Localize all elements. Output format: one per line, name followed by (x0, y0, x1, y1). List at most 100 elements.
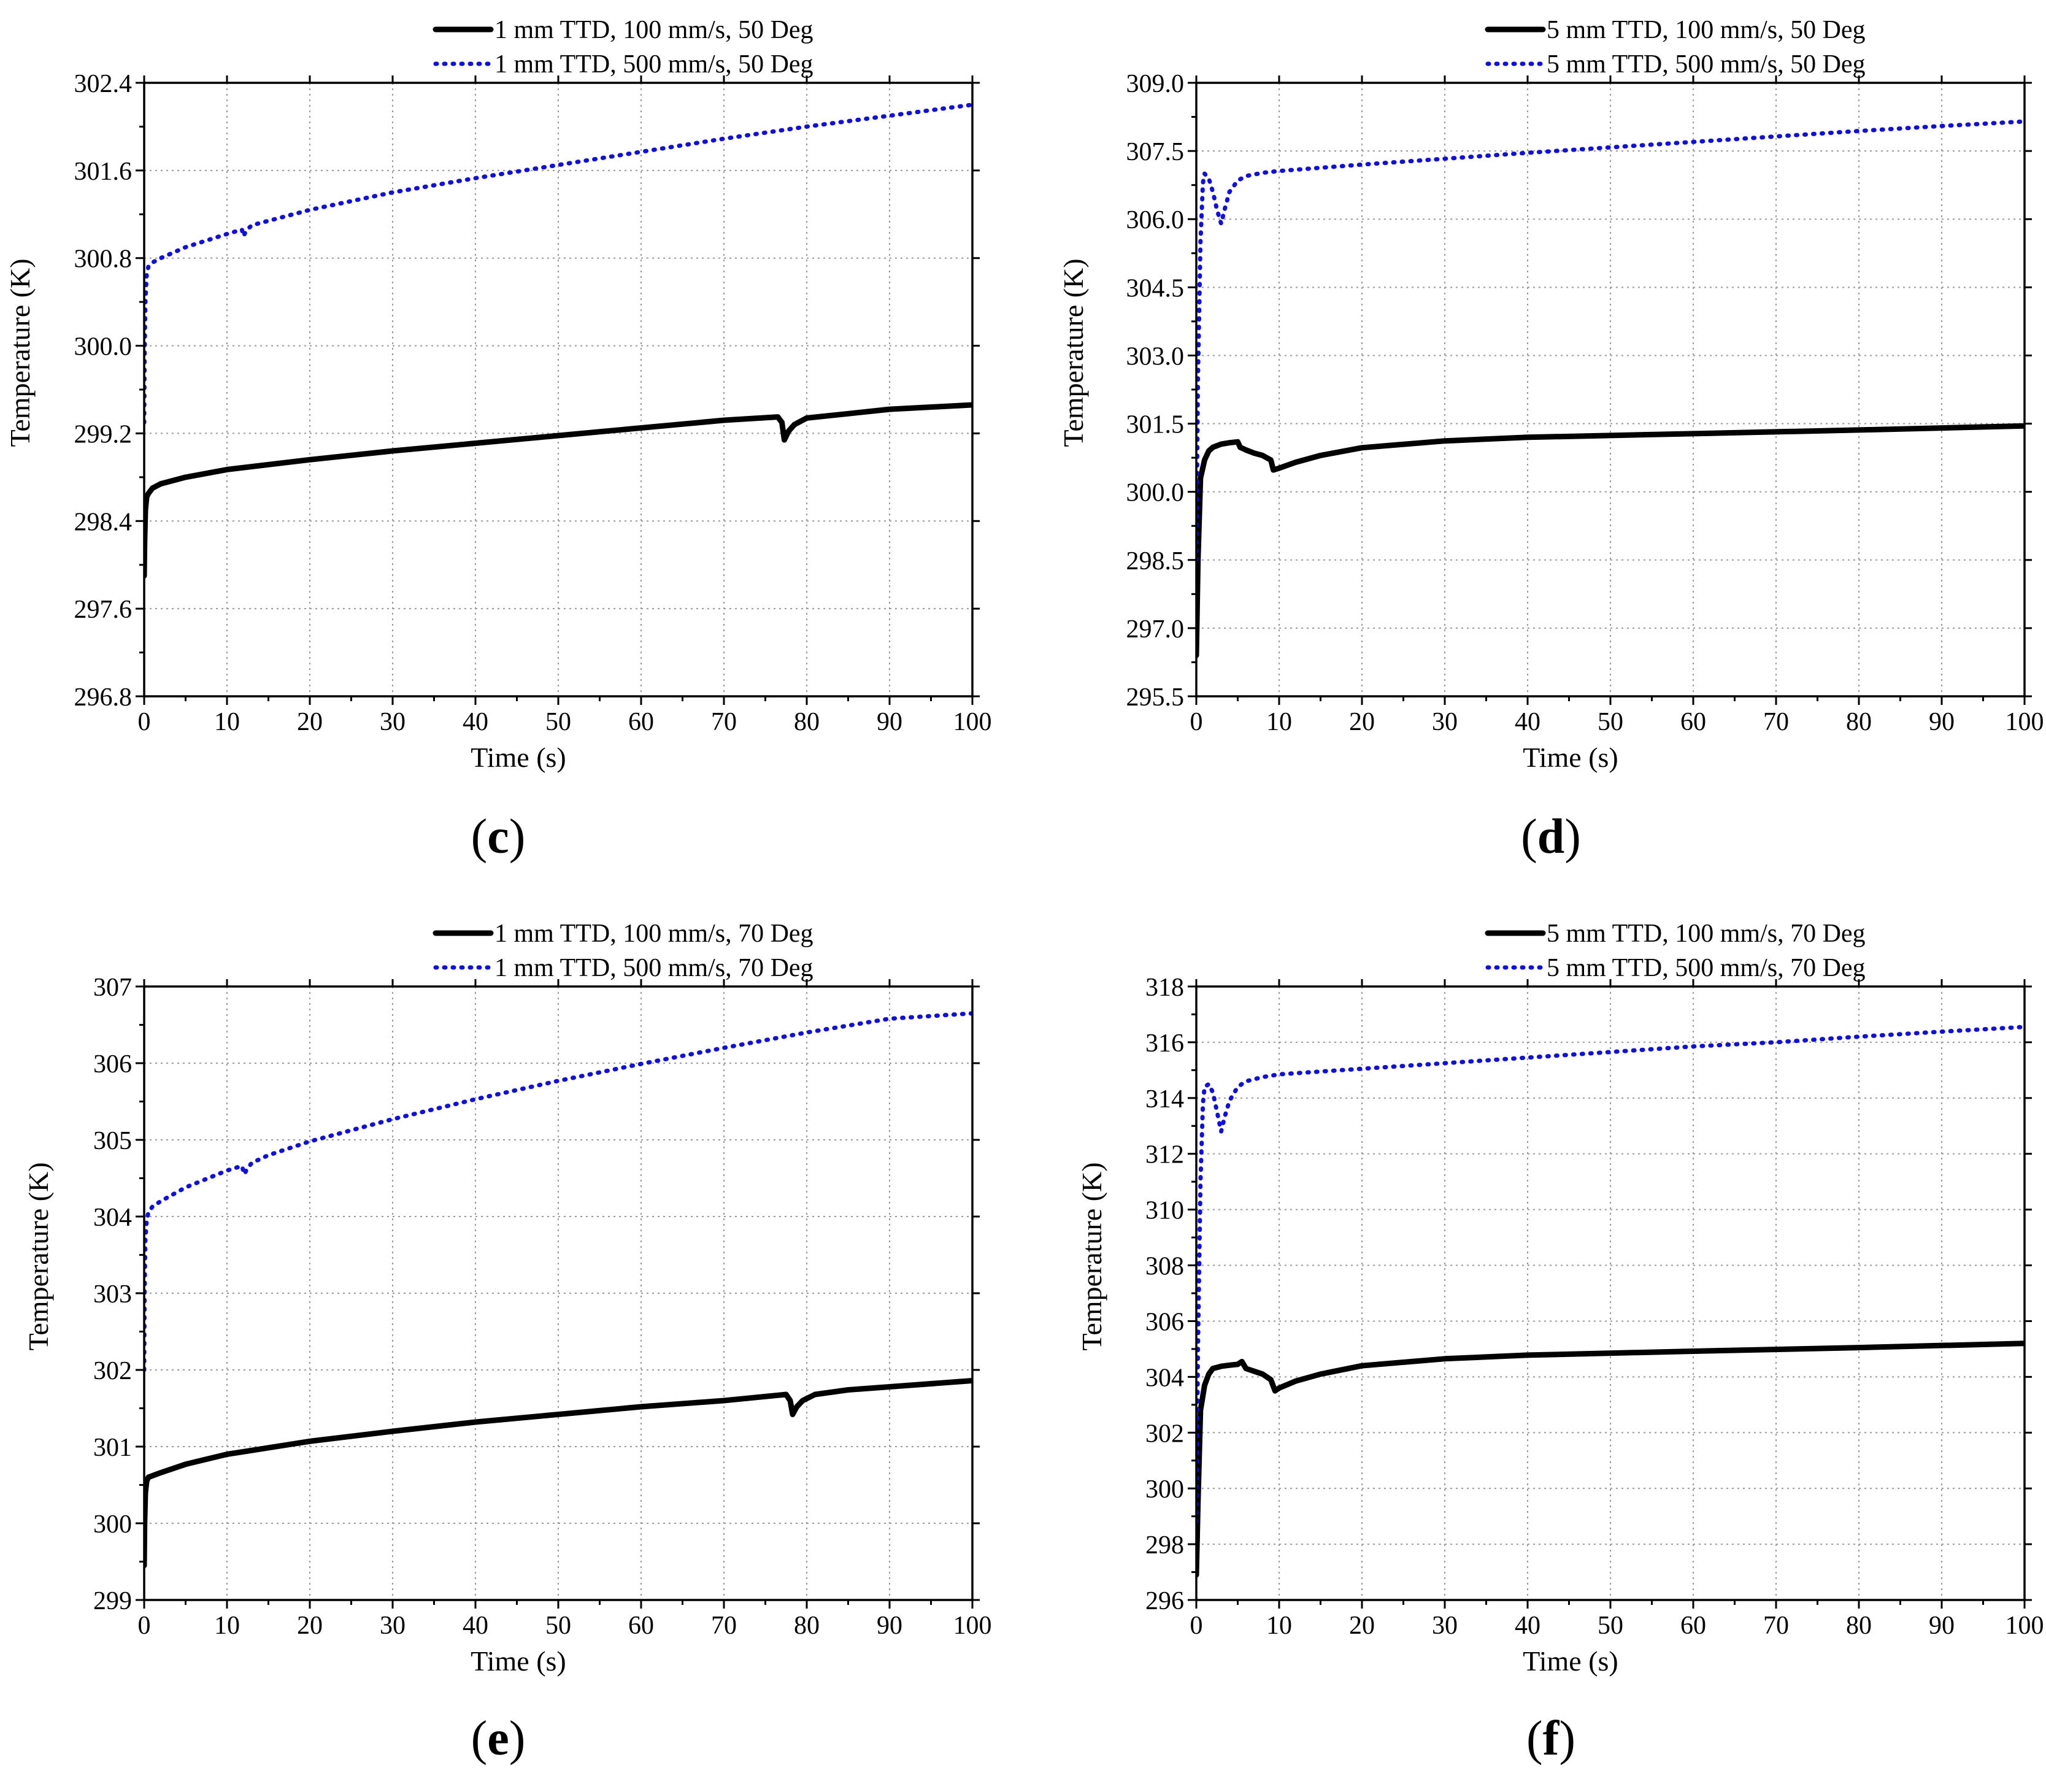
y-axis-title: Temperature (K) (1058, 258, 1089, 447)
y-tick-label: 301.6 (74, 158, 133, 186)
x-tick-label: 20 (297, 1612, 323, 1640)
y-tick-label: 306.0 (1126, 206, 1185, 234)
x-tick-label: 50 (545, 708, 571, 736)
panel-letter: f (1543, 1712, 1560, 1766)
y-tick-label: 316 (1145, 1029, 1184, 1058)
y-tick-label: 295.5 (1126, 683, 1185, 712)
y-tick-label: 300.8 (74, 245, 133, 274)
chart-panel-c: 0 10 20 30 40 50 60 70 80 90 100 296.8 297.6 298.4 299… (4, 16, 992, 864)
y-tick-label: 301 (93, 1434, 132, 1462)
panel-letter: d (1537, 810, 1565, 864)
x-tick-label: 20 (297, 708, 323, 736)
y-tick-label: 305 (93, 1127, 132, 1155)
legend-label: 1 mm TTD, 500 mm/s, 70 Deg (494, 954, 813, 982)
y-tick-label: 308 (1145, 1253, 1184, 1281)
x-tick-label: 60 (628, 708, 654, 736)
panel-label: (d) (1521, 810, 1581, 864)
legend: 1 mm TTD, 100 mm/s, 70 Deg 1 mm TTD, 500 … (433, 920, 813, 982)
x-tick-label: 50 (545, 1612, 571, 1640)
y-tick-label: 306 (93, 1050, 132, 1079)
x-axis-title: Time (s) (1523, 742, 1618, 773)
x-tick-label: 60 (1680, 708, 1706, 736)
legend: 5 mm TTD, 100 mm/s, 50 Deg 5 mm TTD, 500 … (1485, 16, 1866, 79)
x-axis-title: Time (s) (471, 742, 566, 773)
series-line-solid (144, 1378, 972, 1569)
x-tick-label: 90 (1929, 1612, 1955, 1640)
y-tick-label: 298.5 (1126, 547, 1185, 575)
series-line-dotted (1196, 1025, 2025, 1525)
y-tick-label: 296.8 (74, 683, 133, 712)
legend: 5 mm TTD, 100 mm/s, 70 Deg 5 mm TTD, 500 … (1485, 920, 1866, 982)
panel-letter: c (487, 810, 509, 864)
x-tick-label: 70 (1763, 708, 1789, 736)
series-line-solid (1196, 423, 2025, 658)
x-tick-label: 10 (214, 1612, 240, 1640)
y-tick-label: 296 (1145, 1587, 1184, 1615)
y-tick-label: 304.5 (1126, 274, 1185, 302)
y-tick-label: 298 (1145, 1531, 1184, 1559)
legend: 1 mm TTD, 100 mm/s, 50 Deg 1 mm TTD, 500 … (433, 16, 813, 79)
y-tick-label: 298.4 (74, 508, 133, 536)
x-tick-label: 0 (1190, 708, 1203, 736)
x-axis-title: Time (s) (1523, 1645, 1618, 1677)
x-tick-label: 50 (1598, 708, 1623, 736)
x-tick-label: 10 (1266, 708, 1292, 736)
y-tick-label: 302.4 (74, 70, 133, 98)
x-tick-label: 80 (794, 1612, 820, 1640)
x-tick-label: 40 (463, 1612, 488, 1640)
plot-frame (1195, 985, 2026, 1601)
y-tick-label: 300.0 (74, 333, 133, 361)
legend-label: 5 mm TTD, 100 mm/s, 50 Deg (1547, 16, 1866, 44)
y-tick-label: 300 (93, 1510, 132, 1539)
panel-label: (e) (471, 1712, 526, 1766)
panel-label: (f) (1526, 1712, 1575, 1766)
series-line-dotted (144, 1011, 972, 1372)
y-tick-label: 300.0 (1126, 479, 1185, 507)
y-tick-label: 301.5 (1126, 411, 1185, 439)
x-tick-label: 30 (380, 708, 406, 736)
chart-panel-d: 0 10 20 30 40 50 60 70 80 90 100 295.5 297.0 298.5 300… (1058, 16, 2044, 864)
panel-letter: e (487, 1712, 509, 1766)
x-tick-label: 80 (1846, 708, 1872, 736)
x-tick-label: 40 (463, 708, 488, 736)
x-tick-label: 10 (214, 708, 240, 736)
y-tick-label: 297.6 (74, 596, 133, 624)
y-tick-label: 300 (1145, 1475, 1184, 1504)
y-axis-title: Temperature (K) (4, 258, 36, 447)
x-tick-label: 0 (138, 708, 151, 736)
x-tick-label: 60 (1680, 1612, 1706, 1640)
x-tick-label: 30 (1432, 1612, 1458, 1640)
x-tick-label: 30 (1432, 708, 1458, 736)
y-tick-label: 314 (1145, 1085, 1184, 1113)
panel-label: (c) (471, 810, 526, 864)
series-line-solid (1196, 1340, 2025, 1578)
x-tick-label: 100 (2006, 708, 2044, 736)
y-tick-label: 309.0 (1126, 70, 1185, 98)
x-tick-label: 40 (1515, 1612, 1540, 1640)
x-tick-label: 30 (380, 1612, 406, 1640)
chart-panel-f: 0 10 20 30 40 50 60 70 80 90 100 296 298 300 302 304 306… (1076, 920, 2044, 1766)
x-tick-label: 80 (794, 708, 820, 736)
x-tick-label: 50 (1598, 1612, 1623, 1640)
legend-label: 1 mm TTD, 500 mm/s, 50 Deg (494, 50, 813, 79)
x-tick-label: 70 (711, 1612, 737, 1640)
x-tick-label: 10 (1266, 1612, 1292, 1640)
y-tick-label: 318 (1145, 974, 1184, 1002)
x-tick-label: 90 (877, 708, 902, 736)
y-axis-title: Temperature (K) (23, 1162, 54, 1350)
x-tick-label: 100 (2006, 1612, 2044, 1640)
y-tick-label: 307 (93, 974, 132, 1002)
legend-label: 5 mm TTD, 100 mm/s, 70 Deg (1547, 920, 1866, 948)
series-line-dotted (144, 102, 972, 425)
legend-label: 5 mm TTD, 500 mm/s, 70 Deg (1547, 954, 1866, 982)
chart-panel-e: 0 10 20 30 40 50 60 70 80 90 100 299 300 301 302 303 304… (23, 920, 992, 1766)
x-tick-label: 40 (1515, 708, 1540, 736)
x-tick-label: 70 (1763, 1612, 1789, 1640)
series-line-dotted (1196, 119, 2025, 563)
x-axis-title: Time (s) (471, 1645, 566, 1677)
plot-frame (1195, 82, 2026, 698)
x-tick-label: 0 (1190, 1612, 1203, 1640)
x-tick-label: 70 (711, 708, 737, 736)
y-tick-label: 312 (1145, 1141, 1184, 1169)
x-tick-label: 0 (138, 1612, 151, 1640)
